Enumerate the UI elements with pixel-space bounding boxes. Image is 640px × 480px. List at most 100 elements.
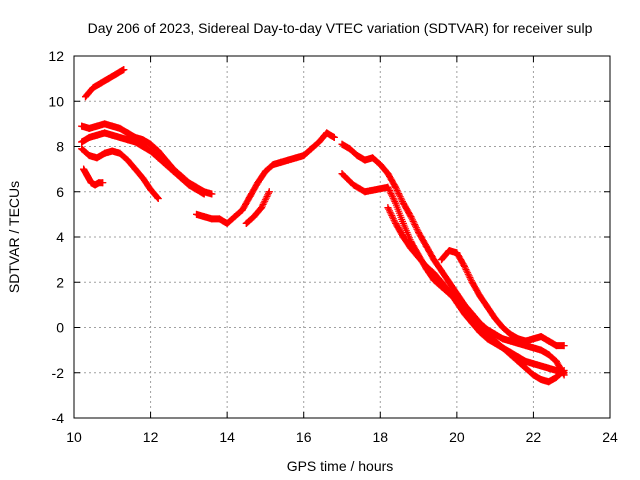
series-track-a [81, 66, 128, 101]
data-point [349, 181, 357, 189]
data-point [468, 319, 476, 327]
data-point [552, 342, 560, 350]
data-point [438, 256, 446, 264]
data-point [99, 179, 107, 187]
data-point [131, 138, 139, 146]
data-point [522, 337, 530, 345]
data-point-cluster [193, 129, 338, 227]
data-point [200, 213, 208, 221]
y-tick-label: 8 [56, 139, 64, 155]
x-tick-label: 22 [526, 429, 542, 445]
data-point [170, 167, 178, 175]
data-point [445, 287, 453, 295]
data-point [91, 181, 99, 189]
data-point [116, 133, 124, 141]
data-point [238, 206, 246, 214]
y-tick-label: -4 [52, 410, 65, 426]
series-track-g [242, 188, 273, 227]
y-tick-label: 2 [56, 274, 64, 290]
x-tick-label: 16 [296, 429, 312, 445]
data-point [529, 344, 537, 352]
data-point [384, 170, 392, 178]
data-point [338, 140, 346, 148]
data-point [376, 161, 384, 169]
data-point [116, 149, 124, 157]
data-point [104, 75, 112, 83]
data-point [338, 170, 346, 178]
data-point [112, 70, 120, 78]
data-point [85, 133, 93, 141]
data-point [250, 213, 258, 221]
data-point [147, 185, 155, 193]
data-point [506, 337, 514, 345]
data-point [277, 158, 285, 166]
data-point [461, 262, 469, 270]
y-tick-label: 6 [56, 184, 64, 200]
data-point [78, 138, 86, 146]
y-tick-label: -2 [52, 365, 65, 381]
data-point [476, 328, 484, 336]
y-axis-label: SDTVAR / TECUs [6, 181, 22, 293]
data-point [147, 147, 155, 155]
data-point [85, 152, 93, 160]
data-point [491, 339, 499, 347]
data-point [116, 124, 124, 132]
data-point [552, 373, 560, 381]
data-point [97, 79, 105, 87]
data-point [522, 357, 530, 365]
data-point [131, 165, 139, 173]
data-point [560, 342, 568, 350]
data-point [372, 185, 380, 193]
data-point [461, 310, 469, 318]
data-point [215, 215, 223, 223]
data-point [139, 136, 147, 144]
data-point [399, 199, 407, 207]
data-point [89, 84, 97, 92]
data-point [93, 122, 101, 130]
data-point [292, 154, 300, 162]
data-point [208, 190, 216, 198]
data-point [453, 290, 461, 298]
data-point [453, 299, 461, 307]
data-point [154, 195, 162, 203]
data-point [223, 219, 231, 227]
data-point [476, 292, 484, 300]
series-track-f [193, 129, 338, 227]
data-point [369, 154, 377, 162]
data-point [438, 267, 446, 275]
data-point [514, 353, 522, 361]
data-point [147, 140, 155, 148]
data-point [101, 120, 109, 128]
data-point [399, 219, 407, 227]
data-point [93, 154, 101, 162]
data-point [491, 330, 499, 338]
data-point [108, 122, 116, 130]
data-marks [78, 66, 568, 386]
series-track-h [338, 140, 568, 379]
data-point [422, 242, 430, 250]
data-point [522, 364, 530, 372]
data-point [120, 66, 128, 74]
data-point [78, 145, 86, 153]
data-point [384, 183, 392, 191]
data-point [499, 335, 507, 343]
data-point [514, 335, 522, 343]
data-point [537, 333, 545, 341]
data-point [78, 122, 86, 130]
series-track-j [384, 204, 568, 377]
data-point [529, 335, 537, 343]
data-point [330, 133, 338, 141]
data-point [162, 161, 170, 169]
data-point [246, 192, 254, 200]
data-point [93, 131, 101, 139]
data-point [315, 138, 323, 146]
data-point [254, 179, 262, 187]
data-point [300, 152, 308, 160]
data-point [415, 253, 423, 261]
data-point [193, 210, 201, 218]
data-point [353, 152, 361, 160]
data-point [552, 366, 560, 374]
data-point [392, 183, 400, 191]
data-point [284, 156, 292, 164]
data-point [529, 371, 537, 379]
